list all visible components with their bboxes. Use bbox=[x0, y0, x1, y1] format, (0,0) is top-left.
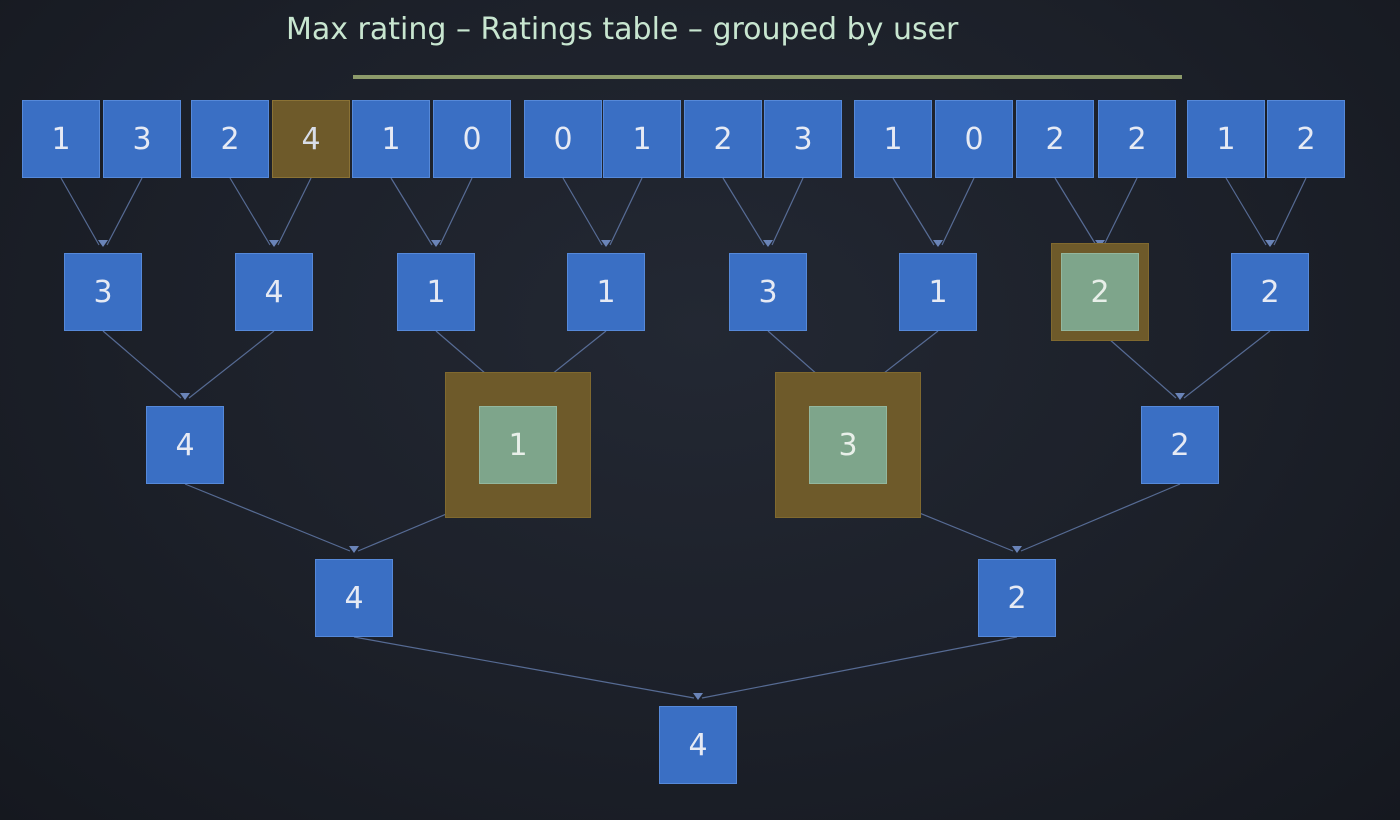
level-1-node: 1 bbox=[397, 253, 475, 331]
arrowhead-icon bbox=[763, 240, 773, 247]
ratings-node: 2 bbox=[1016, 100, 1094, 178]
tree-edge bbox=[188, 330, 275, 399]
level-1-node: 3 bbox=[64, 253, 142, 331]
arrowhead-icon bbox=[693, 693, 703, 700]
level-1-node: 2 bbox=[1231, 253, 1309, 331]
level-1-node: 1 bbox=[899, 253, 977, 331]
arrowhead-icon bbox=[98, 240, 108, 247]
ratings-node: 2 bbox=[684, 100, 762, 178]
arrowhead-icon bbox=[180, 393, 190, 400]
tree-edge bbox=[102, 330, 182, 399]
result-node: 4 bbox=[659, 706, 737, 784]
level-1-node: 2 bbox=[1061, 253, 1139, 331]
ratings-node: 0 bbox=[935, 100, 1013, 178]
ratings-node: 1 bbox=[22, 100, 100, 178]
arrowhead-icon bbox=[1175, 393, 1185, 400]
arrowhead-icon bbox=[431, 240, 441, 247]
level-2-node: 2 bbox=[1141, 406, 1219, 484]
tree-edge bbox=[184, 483, 351, 552]
level-2-node: 1 bbox=[479, 406, 557, 484]
tree-edge bbox=[439, 177, 473, 246]
tree-edge bbox=[106, 177, 143, 246]
arrowhead-icon bbox=[1265, 240, 1275, 247]
tree-edge bbox=[771, 177, 804, 246]
tree-edge bbox=[60, 177, 100, 246]
tree-edge bbox=[229, 177, 271, 246]
diagram-title: Max rating – Ratings table – grouped by … bbox=[286, 12, 959, 47]
ratings-node: 2 bbox=[1267, 100, 1345, 178]
title-underline bbox=[353, 75, 1182, 79]
level-2-node: 4 bbox=[146, 406, 224, 484]
tree-edge bbox=[1054, 177, 1097, 246]
ratings-node: 0 bbox=[433, 100, 511, 178]
tree-edge bbox=[1103, 177, 1138, 246]
level-1-node: 3 bbox=[729, 253, 807, 331]
tree-edge bbox=[701, 636, 1018, 699]
level-1-node: 1 bbox=[567, 253, 645, 331]
arrowhead-icon bbox=[349, 546, 359, 553]
level-3-node: 2 bbox=[978, 559, 1056, 637]
arrowhead-icon bbox=[269, 240, 279, 247]
ratings-node: 0 bbox=[524, 100, 602, 178]
tree-edge bbox=[390, 177, 433, 246]
ratings-node: 1 bbox=[603, 100, 681, 178]
arrowhead-icon bbox=[601, 240, 611, 247]
ratings-node: 1 bbox=[1187, 100, 1265, 178]
tree-edge bbox=[1099, 330, 1177, 399]
tree-edge bbox=[1273, 177, 1307, 246]
tree-edge bbox=[277, 177, 312, 246]
level-3-node: 4 bbox=[315, 559, 393, 637]
tree-edge bbox=[892, 177, 935, 246]
tree-edge bbox=[1225, 177, 1267, 246]
level-1-node: 4 bbox=[235, 253, 313, 331]
ratings-node: 1 bbox=[352, 100, 430, 178]
ratings-node: 3 bbox=[764, 100, 842, 178]
ratings-node: 1 bbox=[854, 100, 932, 178]
tree-edge bbox=[1183, 330, 1271, 399]
tree-edge bbox=[353, 636, 695, 699]
tree-edge bbox=[1020, 483, 1181, 552]
ratings-node: 3 bbox=[103, 100, 181, 178]
ratings-node: 4 bbox=[272, 100, 350, 178]
tree-edge bbox=[722, 177, 765, 246]
arrowhead-icon bbox=[933, 240, 943, 247]
arrowhead-icon bbox=[1012, 546, 1022, 553]
tree-edge bbox=[941, 177, 975, 246]
tree-edge bbox=[609, 177, 643, 246]
ratings-node: 2 bbox=[1098, 100, 1176, 178]
tree-edge bbox=[562, 177, 603, 246]
level-2-node: 3 bbox=[809, 406, 887, 484]
ratings-node: 2 bbox=[191, 100, 269, 178]
